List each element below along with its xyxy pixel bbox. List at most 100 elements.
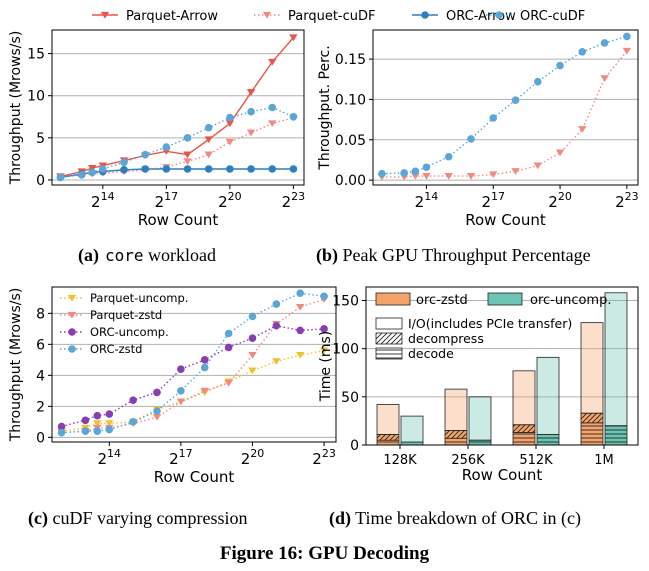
y-tick-label: 0.05 bbox=[335, 133, 366, 149]
chart-a-legend: Parquet-Arrow Parquet-cuDF ORC-Arrow ORC-cu… bbox=[92, 9, 585, 24]
data-point bbox=[444, 152, 453, 161]
data-point bbox=[57, 422, 66, 431]
data-point bbox=[99, 165, 107, 173]
y-tick-label: 8 bbox=[36, 306, 45, 322]
data-point bbox=[320, 292, 328, 301]
data-point bbox=[556, 61, 564, 70]
data-point bbox=[600, 39, 609, 47]
chart-b-grid bbox=[373, 58, 638, 181]
data-point bbox=[533, 77, 542, 86]
chart-a-frame bbox=[51, 29, 305, 186]
data-point bbox=[120, 166, 128, 174]
chart-b-frame bbox=[372, 29, 639, 186]
caption-a-label: (a) bbox=[78, 245, 99, 265]
data-point bbox=[248, 367, 257, 375]
caption-b: (b) Peak GPU Throughput Percentage bbox=[316, 245, 591, 266]
data-point bbox=[93, 411, 102, 420]
data-point bbox=[200, 387, 209, 395]
bar-segment-io bbox=[468, 396, 492, 441]
data-point bbox=[177, 387, 185, 395]
chart-d: 0 50 100 150 128K 256K 512K 1M Row Count Time (ms… bbox=[318, 286, 639, 484]
bar-segment-decode-hatch bbox=[537, 434, 559, 445]
x-tick-label: 214 bbox=[415, 190, 439, 211]
legend-label: ORC-zstd bbox=[90, 342, 143, 356]
data-point bbox=[272, 300, 281, 308]
bar-segment-io bbox=[604, 292, 628, 427]
data-point bbox=[141, 150, 149, 159]
data-point bbox=[400, 169, 408, 177]
y-tick-label: 150 bbox=[332, 293, 359, 309]
data-point bbox=[177, 365, 185, 373]
bar-orc-uncomp-128k bbox=[400, 415, 424, 446]
data-point bbox=[268, 103, 277, 112]
caption-b-label: (b) bbox=[316, 245, 338, 265]
data-point bbox=[555, 149, 565, 157]
x-axis-label: Row Count bbox=[465, 211, 546, 229]
y-axis-label: Throughput. Perc. bbox=[317, 45, 333, 170]
bar-orc-zstd-128k bbox=[376, 404, 400, 446]
x-tick-label: 214 bbox=[98, 447, 122, 468]
legend-label: I/O(includes PCIe transfer) bbox=[408, 316, 572, 331]
y-tick-label: 4 bbox=[36, 368, 45, 384]
data-point bbox=[57, 428, 66, 437]
legend-marker-orc-arrow bbox=[421, 11, 429, 19]
chart-d-frame bbox=[365, 286, 639, 446]
data-point bbox=[289, 34, 298, 42]
bar-orc-zstd-512k bbox=[512, 370, 536, 446]
x-tick-label: 220 bbox=[241, 447, 265, 468]
bar-segment-decompress-hatch bbox=[513, 424, 535, 433]
legend-swatch-component-0 bbox=[375, 317, 403, 330]
series-line-parquet-cudf bbox=[381, 50, 628, 178]
y-tick-label: 100 bbox=[332, 342, 359, 358]
chart-a-grid bbox=[52, 53, 304, 181]
legend-marker-orc-cudf bbox=[495, 11, 503, 19]
data-point bbox=[533, 162, 542, 170]
data-point bbox=[248, 312, 257, 321]
x-axis-label: Row Count bbox=[138, 211, 219, 229]
y-tick-label: 10 bbox=[27, 89, 45, 105]
x-tick-label: 217 bbox=[169, 447, 193, 468]
data-point bbox=[204, 123, 213, 132]
series-parquet-cudf bbox=[377, 47, 632, 181]
bar-segment-decompress-hatch bbox=[377, 434, 399, 441]
data-point bbox=[224, 343, 233, 352]
x-tick-label: 223 bbox=[312, 447, 336, 468]
data-point bbox=[268, 165, 277, 173]
bar-segment-io bbox=[376, 404, 400, 435]
y-tick-label: 0.10 bbox=[335, 92, 366, 108]
x-axis-label: Row Count bbox=[462, 466, 543, 484]
bar-orc-uncomp-256k bbox=[468, 396, 492, 446]
data-point bbox=[224, 329, 233, 338]
legend-label: Parquet-cuDF bbox=[288, 9, 376, 24]
caption-c-label: (c) bbox=[28, 508, 48, 528]
series-orc-cudf bbox=[56, 103, 298, 182]
data-point bbox=[204, 165, 213, 173]
data-point bbox=[248, 352, 257, 359]
data-point bbox=[578, 126, 587, 133]
chart-c-grid bbox=[52, 312, 336, 438]
data-point bbox=[296, 304, 305, 311]
chart-b: 0.00 0.05 0.10 0.15 214 217 220 223 Row Count Thr… bbox=[317, 29, 639, 229]
data-point bbox=[247, 107, 255, 116]
data-point bbox=[272, 358, 281, 365]
data-point bbox=[600, 75, 609, 83]
data-point bbox=[183, 134, 192, 142]
legend-label: Parquet-uncomp. bbox=[90, 291, 188, 305]
caption-d: (d) Time breakdown of ORC in (c) bbox=[329, 508, 581, 529]
legend-label: Parquet-zstd bbox=[90, 308, 162, 322]
bar-orc-uncomp-512k bbox=[536, 356, 560, 446]
legend-label: ORC-cuDF bbox=[520, 9, 585, 24]
bar-segment-io bbox=[580, 322, 604, 414]
data-point bbox=[153, 407, 161, 415]
data-point bbox=[622, 47, 632, 55]
series-line-parquet-uncomp bbox=[61, 349, 325, 432]
data-point bbox=[246, 89, 256, 96]
bar-segment-decode-hatch bbox=[445, 438, 467, 445]
series-orc-cudf bbox=[378, 32, 631, 178]
data-point bbox=[225, 138, 235, 146]
data-point bbox=[466, 172, 476, 180]
bar-segment-decode-hatch bbox=[581, 422, 603, 445]
bar-segment-io bbox=[512, 370, 536, 426]
legend-label: ORC-uncomp. bbox=[90, 325, 169, 339]
data-point bbox=[224, 379, 233, 387]
